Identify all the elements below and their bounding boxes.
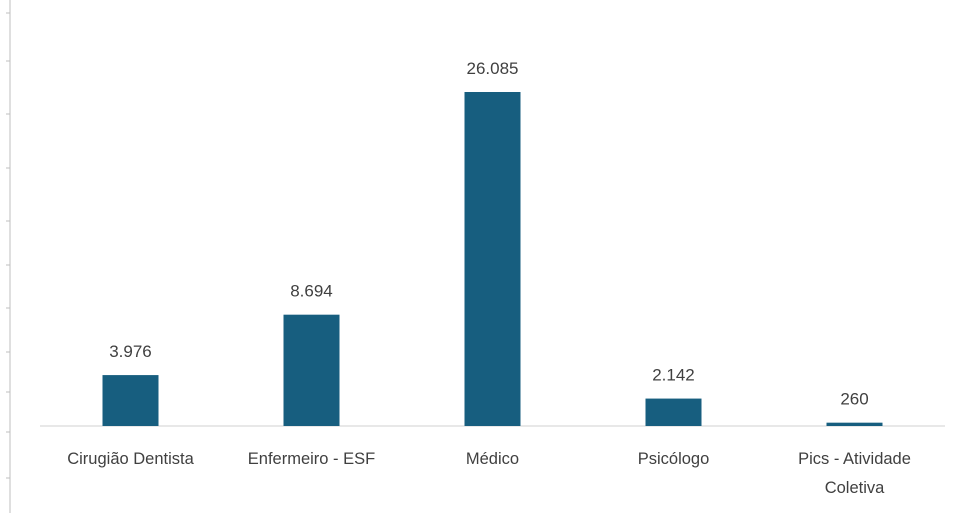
bar	[464, 92, 521, 426]
bar-value-label: 2.142	[652, 366, 695, 385]
category-label: Psicólogo	[638, 450, 710, 468]
value-labels-group: 3.976 8.694 26.085 2.142 260	[109, 59, 868, 409]
bars-group	[102, 92, 883, 426]
category-label: Coletiva	[825, 479, 885, 497]
left-axis	[6, 0, 11, 513]
bar	[645, 398, 702, 426]
bar-value-label: 3.976	[109, 342, 152, 361]
bar-value-label: 26.085	[467, 59, 519, 78]
category-label: Pics - Atividade	[798, 450, 911, 468]
bar	[826, 422, 883, 426]
category-label: Cirugião Dentista	[67, 450, 194, 468]
category-label: Enfermeiro - ESF	[248, 450, 375, 468]
bar-value-label: 260	[840, 390, 868, 409]
bar	[102, 375, 159, 426]
bar-value-label: 8.694	[290, 282, 333, 301]
category-label: Médico	[466, 450, 519, 468]
bar	[283, 314, 340, 426]
category-labels-group: Cirugião Dentista Enfermeiro - ESF Médico P…	[67, 450, 911, 497]
